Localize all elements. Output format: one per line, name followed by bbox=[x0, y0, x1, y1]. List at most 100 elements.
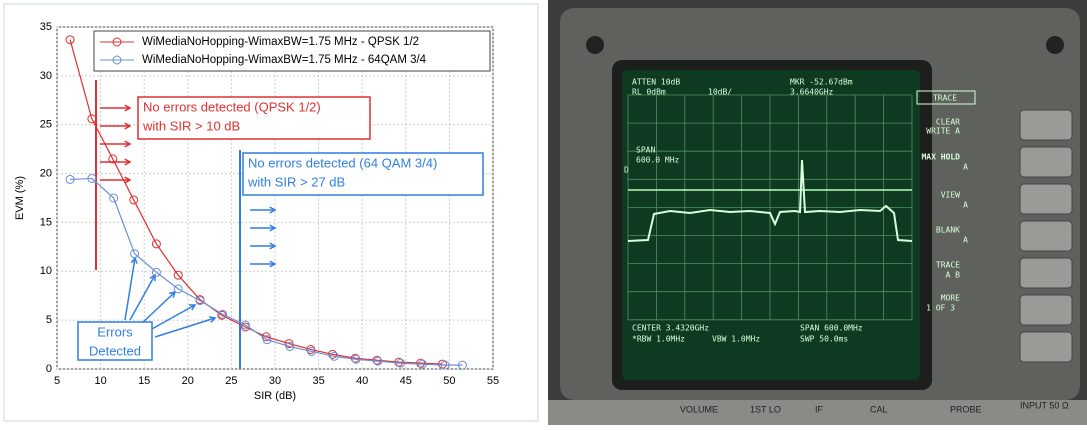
front-panel bbox=[548, 400, 1087, 425]
point bbox=[262, 335, 272, 345]
y-tick-label: 5 bbox=[46, 314, 52, 326]
screw bbox=[1046, 36, 1064, 54]
point bbox=[416, 358, 426, 368]
x-tick-label: 15 bbox=[138, 375, 150, 387]
legend bbox=[93, 30, 491, 72]
arrow-head bbox=[269, 260, 277, 268]
arrow bbox=[124, 257, 136, 321]
screen-text: A B bbox=[946, 271, 961, 280]
screen-text: MKR -52.67dBm bbox=[790, 78, 853, 87]
x-tick-label: 55 bbox=[487, 375, 499, 387]
screen-text: TRACE bbox=[933, 94, 957, 103]
screen-text: MORE bbox=[941, 294, 960, 303]
arrow bbox=[149, 304, 196, 331]
arrow-head bbox=[149, 273, 156, 282]
panel-label: INPUT 50 Ω bbox=[1020, 400, 1069, 410]
annotation-text: with SIR > 10 dB bbox=[142, 118, 240, 133]
arrow-head bbox=[208, 316, 217, 323]
softkey bbox=[1019, 183, 1073, 215]
arrow-head bbox=[124, 122, 132, 130]
arrow bbox=[129, 274, 156, 321]
y-tick-label: 30 bbox=[40, 70, 52, 82]
arrow-head bbox=[124, 104, 132, 112]
annotation-text: Errors bbox=[97, 324, 133, 339]
panel-label: PROBE bbox=[950, 404, 982, 414]
point bbox=[173, 284, 183, 294]
arrow bbox=[154, 317, 216, 338]
softkey bbox=[1019, 109, 1073, 141]
screen-text: RL 0dBm bbox=[632, 88, 666, 97]
softkey-buttons bbox=[1019, 109, 1073, 363]
point bbox=[108, 154, 118, 164]
legend-marker bbox=[112, 55, 122, 65]
arrow-head bbox=[269, 242, 277, 250]
arrow-head bbox=[269, 206, 277, 214]
screen-text: 3.6640GHz bbox=[790, 88, 834, 97]
screen-text: 600.0 MHz bbox=[636, 156, 680, 165]
point bbox=[151, 267, 161, 277]
screen-text: MAX HOLD bbox=[921, 153, 960, 162]
panel-label: IF bbox=[815, 404, 824, 414]
point bbox=[87, 173, 97, 183]
annotation-text: with SIR > 27 dB bbox=[247, 174, 345, 189]
x-tick-label: 20 bbox=[182, 375, 194, 387]
point bbox=[440, 360, 450, 370]
point bbox=[329, 351, 339, 361]
softkey bbox=[1019, 220, 1073, 252]
screen-text: A bbox=[963, 201, 968, 210]
series-line bbox=[70, 177, 463, 366]
screen-text: D bbox=[624, 166, 629, 175]
point bbox=[109, 193, 119, 203]
spectrum-trace bbox=[627, 159, 913, 242]
screen-text: SPAN bbox=[636, 146, 655, 155]
screen-text: ATTEN 10dB bbox=[632, 78, 680, 87]
arrow-head bbox=[124, 158, 132, 166]
screen-text: SWP 50.0ms bbox=[800, 335, 848, 344]
x-tick-label: 25 bbox=[225, 375, 237, 387]
point bbox=[65, 174, 75, 184]
point bbox=[151, 239, 161, 249]
point bbox=[195, 296, 205, 306]
point bbox=[218, 309, 228, 319]
panel-label: 1ST LO bbox=[750, 404, 781, 414]
panel-label: VOLUME bbox=[680, 404, 718, 414]
screen-text: VIEW bbox=[941, 191, 960, 200]
x-tick-label: 10 bbox=[94, 375, 106, 387]
point bbox=[396, 358, 406, 368]
screen-text: TRACE bbox=[936, 261, 960, 270]
screen-text: CENTER 3.4320GHz bbox=[632, 324, 709, 333]
arrow-head bbox=[124, 176, 132, 184]
softkey bbox=[1019, 257, 1073, 289]
x-tick-label: 50 bbox=[443, 375, 455, 387]
panel-label: CAL bbox=[870, 404, 888, 414]
point bbox=[129, 195, 139, 205]
softkey-title-box bbox=[916, 90, 976, 105]
plot-area bbox=[56, 26, 494, 370]
x-axis-label: SIR (dB) bbox=[254, 390, 296, 402]
y-axis-label: EVM (%) bbox=[14, 176, 26, 220]
screen-text: SPAN 600.0MHz bbox=[800, 324, 863, 333]
arrow-head bbox=[269, 224, 277, 232]
screen-text: 10dB/ bbox=[708, 88, 732, 97]
x-tick-label: 40 bbox=[356, 375, 368, 387]
legend-label: WiMediaNoHopping-WimaxBW=1.75 MHz - 64QA… bbox=[142, 54, 427, 66]
y-tick-label: 20 bbox=[40, 167, 52, 179]
screen-text: *RBW 1.0MHz bbox=[632, 335, 685, 344]
annotation-box bbox=[242, 152, 484, 196]
y-tick-label: 10 bbox=[40, 265, 52, 277]
point bbox=[65, 35, 75, 45]
y-tick-label: 15 bbox=[40, 216, 52, 228]
screen-text: VBW 1.0MHz bbox=[712, 335, 760, 344]
screen-text: 1 OF 3 bbox=[926, 304, 955, 313]
y-tick-label: 0 bbox=[46, 363, 52, 375]
annotation-text: Detected bbox=[89, 343, 141, 358]
annotation-text: No errors detected (64 QAM 3/4) bbox=[248, 155, 437, 170]
arrow-head bbox=[188, 304, 197, 311]
softkey bbox=[1019, 294, 1073, 326]
screen-text: CLEAR bbox=[936, 118, 960, 127]
screw bbox=[586, 36, 604, 54]
screen-text: BLANK bbox=[936, 226, 960, 235]
screen-text: A bbox=[963, 236, 968, 245]
